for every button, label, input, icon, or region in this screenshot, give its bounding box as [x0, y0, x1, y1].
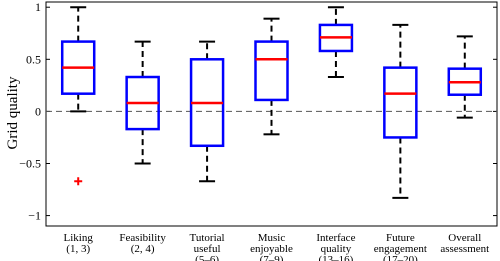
y-tick-label: −1: [28, 209, 41, 223]
x-tick-label: Music: [258, 232, 286, 244]
plot-frame: [45, 1, 498, 227]
x-tick-label: engagement: [374, 243, 427, 255]
x-tick-label: assessment: [440, 243, 489, 255]
x-tick-label: useful: [194, 243, 221, 255]
x-tick-label: (5–6): [195, 254, 219, 261]
x-tick-label: (17–20): [383, 254, 418, 261]
x-tick-label: enjoyable: [250, 243, 293, 255]
x-tick-label: Interface: [316, 232, 355, 244]
y-tick-label: −0.5: [19, 156, 41, 170]
x-tick-label: Tutorial: [190, 232, 225, 244]
x-tick-label: Overall: [448, 232, 481, 244]
y-axis-label: Grid quality: [5, 76, 21, 149]
y-tick-label: 1: [35, 0, 41, 14]
y-tick-label: 0.5: [26, 52, 41, 66]
x-tick-label: (1, 3): [66, 243, 90, 255]
x-tick-label: (13–16): [319, 254, 354, 261]
x-tick-label: Future: [386, 232, 415, 244]
box: [254, 40, 289, 102]
x-tick-label: (2, 4): [131, 243, 155, 255]
y-tick-label: 0: [35, 104, 41, 118]
x-tick-label: quality: [321, 243, 352, 255]
box: [383, 66, 418, 139]
x-tick-label: Feasibility: [119, 232, 166, 244]
x-tick-label: (7–9): [260, 254, 284, 261]
x-tick-label: Liking: [64, 232, 94, 244]
outlier: [74, 177, 83, 186]
